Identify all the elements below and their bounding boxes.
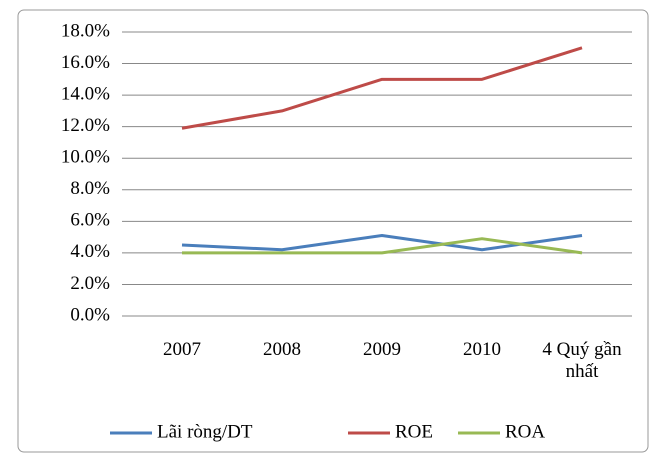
x-tick-label: 2007 — [163, 339, 201, 360]
legend-label: ROA — [505, 421, 545, 442]
chart-border — [17, 9, 649, 453]
y-tick-label: 18.0% — [61, 20, 110, 41]
x-tick-label: 2008 — [263, 339, 301, 360]
series-line — [181, 46, 583, 130]
x-tick-label: 2009 — [363, 339, 401, 360]
y-tick-label: 12.0% — [61, 115, 110, 136]
y-tick-label: 14.0% — [61, 83, 110, 104]
y-tick-label: 6.0% — [70, 210, 110, 231]
y-tick-label: 4.0% — [70, 241, 110, 262]
y-tick-label: 16.0% — [61, 52, 110, 73]
y-tick-label: 10.0% — [61, 147, 110, 168]
x-tick-label: 2010 — [463, 339, 501, 360]
y-tick-label: 0.0% — [70, 304, 110, 325]
series-line — [182, 237, 583, 255]
legend-label: ROE — [395, 421, 433, 442]
y-tick-label: 2.0% — [70, 273, 110, 294]
x-tick-label: 4 Quý gần nhất — [542, 339, 622, 382]
series-line — [181, 234, 583, 252]
legend-label: Lãi ròng/DT — [157, 421, 253, 442]
y-tick-label: 8.0% — [70, 178, 110, 199]
